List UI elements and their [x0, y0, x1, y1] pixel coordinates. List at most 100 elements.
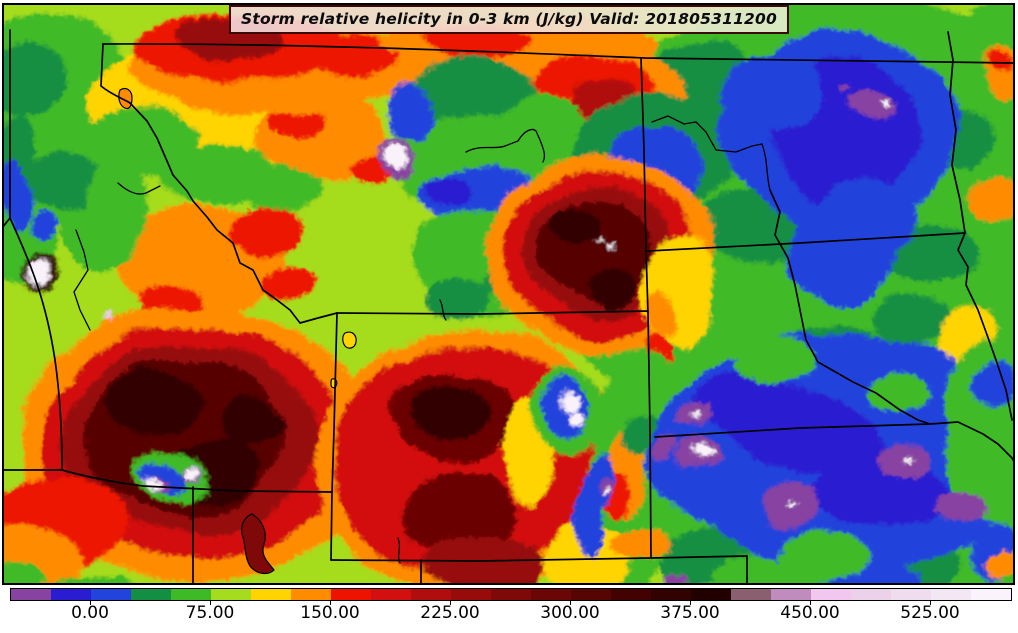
- helicity-blob: [786, 503, 796, 509]
- helicity-blob: [651, 287, 681, 337]
- colorbar-tick-label: 525.00: [900, 603, 960, 623]
- colorbar-segment: [251, 589, 291, 600]
- helicity-blob: [605, 242, 613, 248]
- helicity-blob: [980, 357, 1014, 407]
- colorbar-segment: [491, 589, 531, 600]
- helicity-blob: [420, 280, 490, 320]
- helicity-blob: [872, 300, 952, 344]
- border-minnesota-dakotas: [947, 31, 1013, 421]
- colorbar-tick: [930, 601, 931, 605]
- colorbar-tick-label: 225.00: [420, 603, 480, 623]
- colorbar-segment: [531, 589, 571, 600]
- border-montana-dakotas: [640, 57, 649, 314]
- border-southdakota-nebraska: [654, 423, 931, 438]
- salmon-river: [73, 229, 91, 331]
- helicity-blob: [982, 553, 1014, 579]
- colorado-headwater: [439, 299, 447, 321]
- border-missouri-river-southdakota: [769, 189, 931, 425]
- helicity-blob: [722, 52, 822, 132]
- helicity-blob: [57, 576, 133, 584]
- helicity-blob: [584, 266, 640, 306]
- helicity-blob: [878, 439, 934, 477]
- colorbar-segment: [51, 589, 91, 600]
- helicity-blob: [732, 342, 812, 382]
- border-wyoming-idaho-utah-west: [330, 312, 338, 561]
- helicity-blob: [244, 170, 320, 214]
- map-frame: [2, 3, 1015, 585]
- colorbar-tick-label: 375.00: [660, 603, 720, 623]
- lake-sakakawea: [651, 115, 771, 191]
- helicity-blob: [564, 394, 580, 414]
- helicity-blob: [967, 176, 1014, 220]
- helicity-blob: [27, 210, 53, 246]
- colorbar-segment: [171, 589, 211, 600]
- colorbar-segment: [91, 589, 131, 600]
- helicity-blob: [388, 144, 408, 174]
- helicity-blob: [267, 265, 317, 299]
- yellowstone-lake: [342, 331, 357, 349]
- helicity-blob: [867, 374, 937, 410]
- border-wyoming-east: [647, 312, 652, 559]
- colorbar-segment: [571, 589, 611, 600]
- flathead-lake: [118, 87, 133, 110]
- helicity-blob: [570, 414, 584, 426]
- colorbar-segment: [851, 589, 891, 600]
- colorbar-tick: [810, 601, 811, 605]
- helicity-blob: [24, 152, 100, 208]
- border-northdakota-southdakota: [647, 232, 966, 252]
- colorbar-segment: [211, 589, 251, 600]
- great-salt-lake: [241, 513, 275, 575]
- colorbar-tick-label: 75.00: [185, 603, 235, 623]
- colorbar-segment: [971, 589, 1011, 600]
- colorbar-segment: [11, 589, 51, 600]
- helicity-blob: [808, 457, 952, 527]
- helicity-blob: [3, 45, 68, 115]
- helicity-blob: [707, 556, 817, 584]
- helicity-blob: [324, 38, 400, 82]
- border-montana-wyoming: [336, 310, 649, 315]
- rivers: [73, 115, 771, 564]
- helicity-blob: [839, 86, 847, 94]
- helicity-blob: [610, 529, 670, 563]
- colorbar-segment: [891, 589, 931, 600]
- helicity-blob: [605, 483, 613, 489]
- colorbar-segment: [451, 589, 491, 600]
- colorbar-segment: [411, 589, 451, 600]
- border-idaho-nevada-utah-42n: [3, 469, 333, 493]
- helicity-blob: [655, 438, 679, 462]
- helicity-blob: [790, 197, 900, 307]
- colorbar-tick: [570, 601, 571, 605]
- map-title: Storm relative helicity in 0-3 km (J/kg)…: [228, 5, 790, 34]
- border-canada-montana-northdakota: [102, 43, 1014, 64]
- colorbar-segment: [731, 589, 771, 600]
- colorbar-segment: [771, 589, 811, 600]
- colorbar-tick: [450, 601, 451, 605]
- helicity-blob: [103, 316, 113, 326]
- helicity-blob: [902, 452, 914, 458]
- colorbar-segment: [131, 589, 171, 600]
- helicity-blob: [390, 84, 434, 140]
- helicity-blob: [596, 237, 602, 241]
- helicity-blob: [406, 469, 518, 561]
- helicity-blob: [426, 173, 478, 201]
- colorbar-tick: [90, 601, 91, 605]
- colorbar-segment: [611, 589, 651, 600]
- border-idaho-montana: [100, 43, 338, 324]
- colorbar-tick: [690, 601, 691, 605]
- border-wyoming-south-41n: [330, 557, 651, 562]
- colorbar-segment: [331, 589, 371, 600]
- helicity-blob: [876, 100, 886, 108]
- helicity-blob: [3, 564, 46, 584]
- colorbar-segment: [691, 589, 731, 600]
- helicity-map: Storm relative helicity in 0-3 km (J/kg)…: [2, 3, 1015, 585]
- colorbar-tick: [210, 601, 211, 605]
- colorbar-tick-label: 300.00: [540, 603, 600, 623]
- border-colorado-nebraska: [650, 555, 748, 559]
- helicity-blob: [228, 208, 296, 256]
- helicity-blob: [218, 398, 286, 446]
- helicity-blob: [80, 157, 150, 267]
- helicity-blob: [844, 92, 892, 120]
- helicity-field: [3, 4, 1014, 584]
- colorbar-segment: [651, 589, 691, 600]
- helicity-blob: [933, 489, 987, 523]
